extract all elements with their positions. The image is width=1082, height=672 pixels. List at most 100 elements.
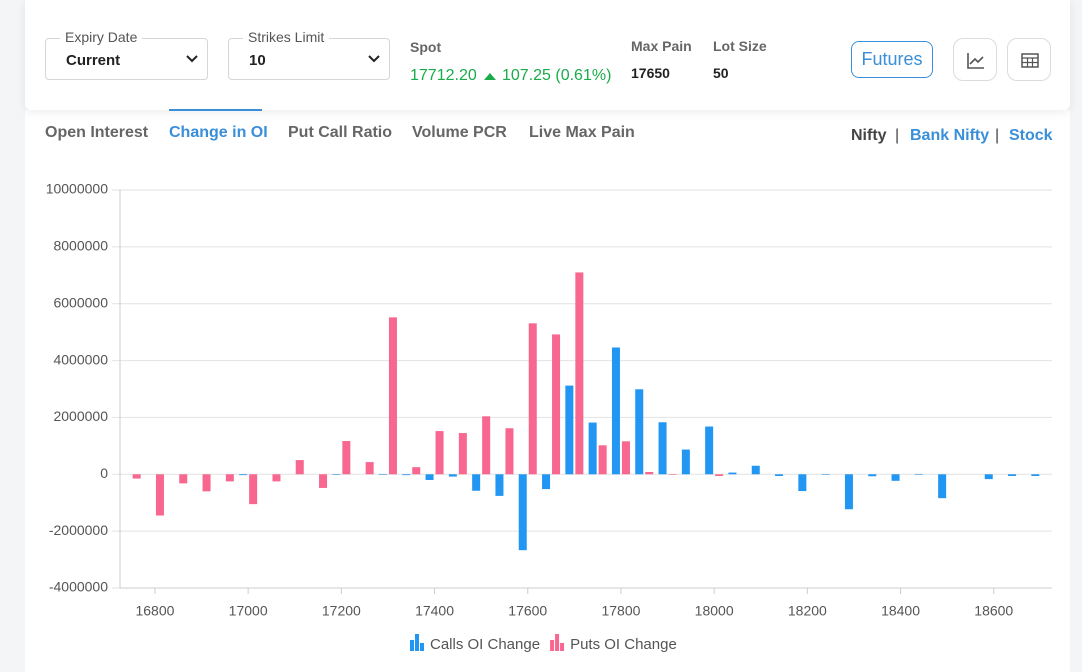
bar [528,323,537,475]
bar [938,474,947,499]
separator: | [995,127,1000,144]
bar [821,474,830,475]
y-tick-label: 10000000 [46,181,109,197]
x-tick-label: 17000 [229,603,268,619]
bar [378,474,387,475]
y-tick-label: 2000000 [53,408,108,424]
bar [635,389,644,475]
legend-label: Puts OI Change [570,636,677,653]
bar [295,460,304,475]
bar [332,474,341,475]
table-view-button[interactable] [1007,38,1051,81]
bar [155,474,164,516]
instrument[interactable]: Bank Nifty [910,127,990,144]
value: Current [66,52,121,69]
legend-icon [410,640,414,651]
tab[interactable]: Live Max Pain [529,124,635,141]
legend-icon [560,643,565,651]
bar [272,474,281,482]
x-tick-label: 18000 [695,603,734,619]
x-tick-label: 17200 [322,603,361,619]
value: 10 [249,52,266,69]
bar [342,441,351,475]
label: Expiry Date [60,29,143,45]
bar [728,472,737,475]
up-arrow [484,73,496,80]
bar [458,433,467,475]
chart-card [25,110,1070,672]
bar [984,474,993,480]
max-pain-label: Max Pain [631,38,692,54]
bar [202,474,211,492]
instrument[interactable]: Stock [1009,127,1053,144]
bar [1008,474,1017,476]
bar [472,474,481,491]
bar [388,317,397,475]
spot-change: 107.25 (0.61%) [502,67,612,84]
bar [435,431,444,475]
bar [225,474,234,482]
x-tick-label: 18400 [881,603,920,619]
bar [668,474,677,475]
y-tick-label: 8000000 [53,238,108,254]
chevron [368,55,380,63]
legend-icon [420,643,424,651]
bar [542,474,551,490]
expiry-select[interactable]: Expiry Date Current [45,29,208,80]
x-tick-label: 17600 [508,603,547,619]
x-tick-label: 18600 [974,603,1013,619]
bar [844,474,853,510]
y-tick-label: -2000000 [49,522,108,538]
bar [575,272,584,475]
bar [505,428,514,475]
bar [775,474,784,476]
bar [552,334,561,475]
bar [611,347,620,475]
bar [621,441,630,475]
strikes-select[interactable]: Strikes Limit 10 [228,29,390,80]
x-tick-label: 17400 [415,603,454,619]
bar [588,422,597,475]
spot-value: 17712.20 [410,67,477,84]
spot-label: Spot [410,39,442,55]
x-tick-label: 17800 [601,603,640,619]
x-tick-label: 16800 [135,603,174,619]
bar [495,474,504,496]
legend-icon [550,640,555,651]
bar [249,474,258,505]
y-tick-label: 6000000 [53,294,108,310]
bar [868,474,877,477]
bar [914,474,923,475]
tab[interactable]: Open Interest [45,124,149,141]
lot-size-value: 50 [713,65,729,81]
bar [798,474,807,492]
filter-bar: Expiry Date Current Strikes Limit 10 Spo… [25,0,1070,110]
bar [891,474,900,481]
legend-icon [415,634,419,651]
legend-label: Calls OI Change [430,636,540,653]
tab[interactable]: Volume PCR [412,124,507,141]
chart-icon [967,53,984,69]
instrument-active[interactable]: Nifty [851,127,887,144]
separator: | [895,127,900,144]
tab[interactable]: Put Call Ratio [288,124,393,141]
bar [402,474,411,476]
chart-view-button[interactable] [953,38,997,81]
bar [705,426,714,475]
bar [132,474,141,479]
table-icon [1021,53,1039,68]
tab-active[interactable]: Change in OI [169,124,268,141]
bar [482,416,491,475]
y-tick-label: 0 [100,465,108,481]
bar [518,474,527,551]
legend-icon [555,634,560,651]
bar [658,422,667,475]
x-tick-label: 18200 [788,603,827,619]
futures-button[interactable]: Futures [851,41,933,78]
bar [448,474,457,477]
bar [1031,474,1040,476]
bar [319,474,328,488]
y-tick-label: 4000000 [53,351,108,367]
